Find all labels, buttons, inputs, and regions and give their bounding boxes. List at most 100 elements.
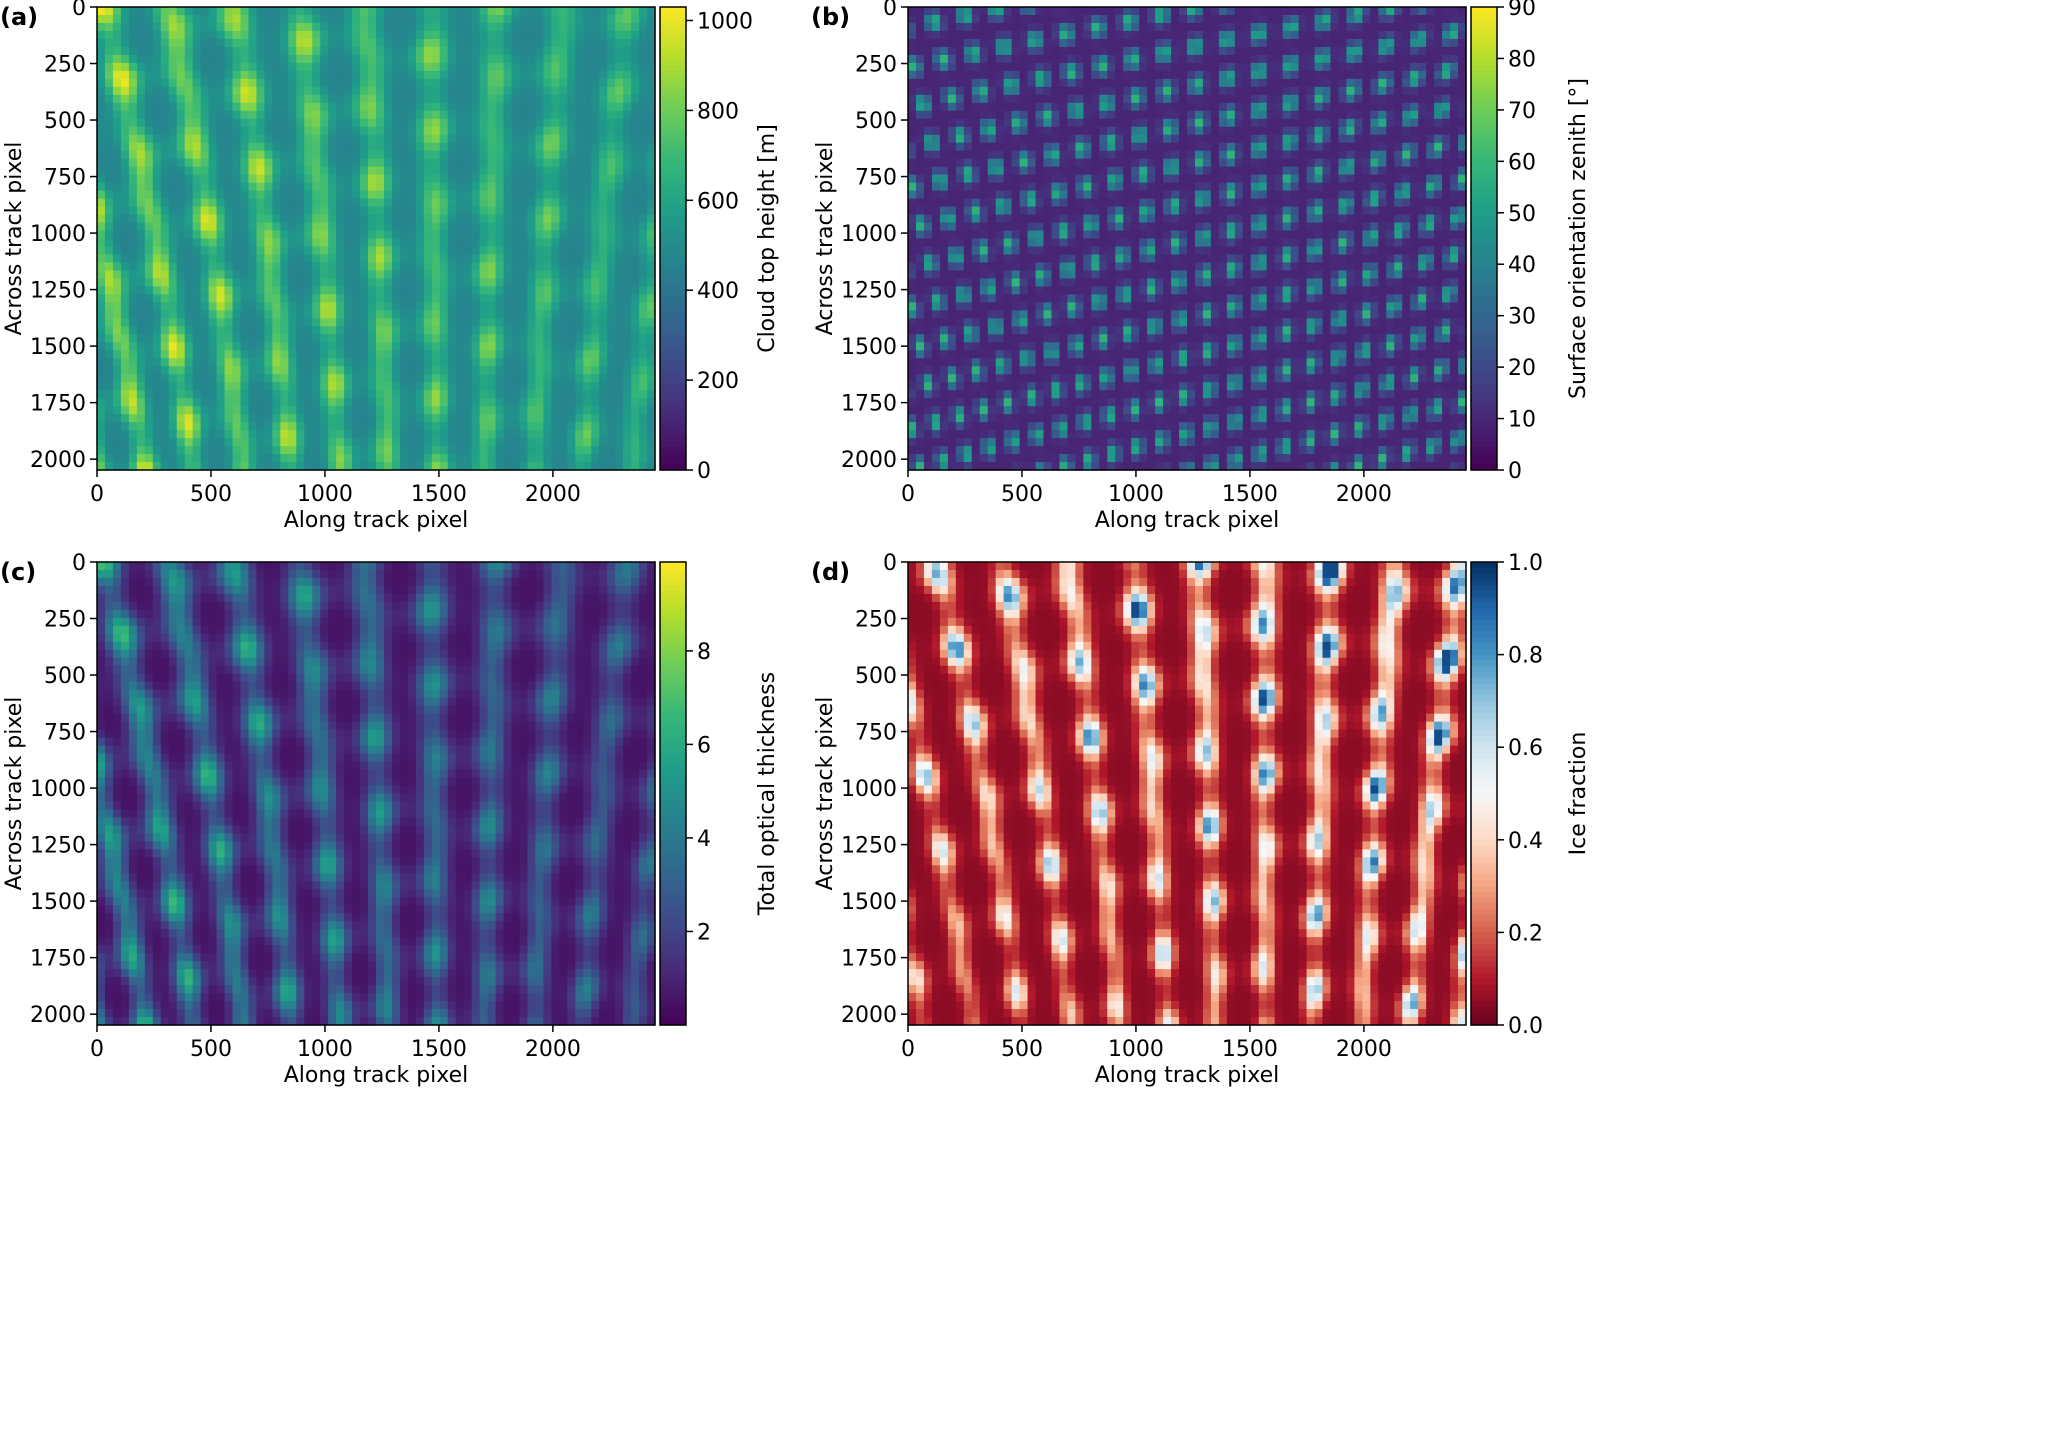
y-tick-label: 0 (72, 0, 86, 21)
heatmap-cell (631, 214, 640, 224)
heatmap-cell (447, 326, 457, 335)
heatmap-cell (256, 30, 265, 40)
heatmap-cell (97, 206, 106, 216)
heatmap-cell (312, 14, 321, 24)
heatmap-cell (963, 38, 973, 48)
heatmap-cell (296, 446, 305, 455)
heatmap-cell (328, 278, 337, 287)
heatmap-cell (383, 134, 393, 144)
heatmap-cell (431, 142, 441, 152)
heatmap-cell (591, 238, 600, 248)
heatmap-cell (1123, 94, 1132, 104)
heatmap-cell (591, 30, 600, 40)
heatmap-cell (1179, 94, 1188, 104)
heatmap-cell (495, 102, 505, 112)
heatmap-cell (591, 126, 600, 136)
heatmap-cell (615, 334, 624, 343)
heatmap-cell (639, 38, 648, 48)
heatmap-cell (503, 198, 513, 208)
heatmap-cell (439, 422, 449, 431)
heatmap-cell (160, 342, 170, 351)
heatmap-cell (1059, 38, 1069, 48)
heatmap-cell (623, 422, 632, 431)
heatmap-cell (615, 214, 624, 224)
heatmap-cell (288, 230, 297, 240)
heatmap-cell (455, 62, 465, 72)
heatmap-cell (575, 222, 584, 232)
heatmap-cell (1194, 7, 1204, 16)
heatmap-cell (431, 158, 441, 168)
heatmap-cell (336, 254, 345, 264)
heatmap-cell (1434, 14, 1443, 24)
heatmap-cell (607, 166, 616, 176)
heatmap-cell (304, 422, 313, 431)
heatmap-cell (368, 278, 377, 287)
heatmap-cell (615, 398, 624, 407)
heatmap-cell (415, 334, 425, 343)
heatmap-cell (631, 406, 640, 415)
heatmap-cell (559, 382, 568, 391)
heatmap-cell (1338, 70, 1348, 80)
heatmap-cell (240, 246, 250, 256)
heatmap-cell (615, 38, 624, 48)
heatmap-cell (168, 38, 178, 48)
heatmap-cell (591, 54, 600, 64)
heatmap-cell (407, 102, 417, 112)
heatmap-cell (447, 142, 457, 152)
heatmap-cell (615, 158, 624, 168)
heatmap-cell (368, 134, 377, 144)
heatmap-cell (232, 310, 242, 319)
heatmap-cell (120, 142, 130, 152)
heatmap-cell (575, 334, 584, 343)
heatmap-cell (232, 46, 242, 56)
heatmap-cell (647, 110, 656, 120)
heatmap-cell (312, 7, 321, 16)
heatmap-cell (575, 62, 584, 72)
heatmap-cell (1418, 7, 1427, 16)
heatmap-cell (551, 406, 560, 415)
heatmap-cell (104, 302, 114, 311)
heatmap-cell (160, 126, 170, 136)
heatmap-cell (1163, 14, 1172, 24)
heatmap-cell (463, 326, 473, 335)
heatmap-cell (160, 14, 170, 24)
heatmap-cell (639, 318, 648, 327)
heatmap-cell (1179, 54, 1188, 64)
heatmap-cell (97, 150, 106, 160)
heatmap-cell (1147, 94, 1156, 104)
heatmap-cell (248, 286, 258, 295)
heatmap-cell (923, 7, 933, 16)
heatmap-cell (168, 86, 178, 96)
heatmap-cell (296, 198, 305, 208)
heatmap-cell (288, 246, 297, 256)
heatmap-cell (344, 238, 353, 248)
heatmap-cell (304, 118, 313, 128)
heatmap-cell (495, 318, 505, 327)
heatmap-cell (519, 398, 529, 407)
heatmap-cell (192, 230, 202, 240)
heatmap-cell (144, 374, 154, 383)
heatmap-cell (288, 198, 297, 208)
heatmap-cell (479, 262, 489, 272)
heatmap-cell (399, 182, 409, 192)
heatmap-cell (328, 302, 337, 311)
heatmap-cell (1370, 38, 1379, 48)
heatmap-cell (152, 238, 162, 248)
heatmap-cell (519, 414, 529, 423)
heatmap-cell (383, 118, 393, 128)
heatmap-cell (439, 14, 449, 24)
heatmap-cell (407, 350, 417, 359)
heatmap-cell (615, 182, 624, 192)
heatmap-cell (152, 30, 162, 40)
heatmap-cell (639, 150, 648, 160)
heatmap-cell (184, 126, 194, 136)
heatmap-cell (152, 150, 162, 160)
heatmap-cell (136, 358, 146, 367)
heatmap-cell (415, 246, 425, 256)
heatmap-cell (136, 86, 146, 96)
heatmap-cell (1258, 86, 1268, 96)
heatmap-cell (216, 78, 226, 88)
heatmap-cell (312, 54, 321, 64)
heatmap-cell (423, 278, 433, 287)
heatmap-cell (583, 414, 592, 423)
